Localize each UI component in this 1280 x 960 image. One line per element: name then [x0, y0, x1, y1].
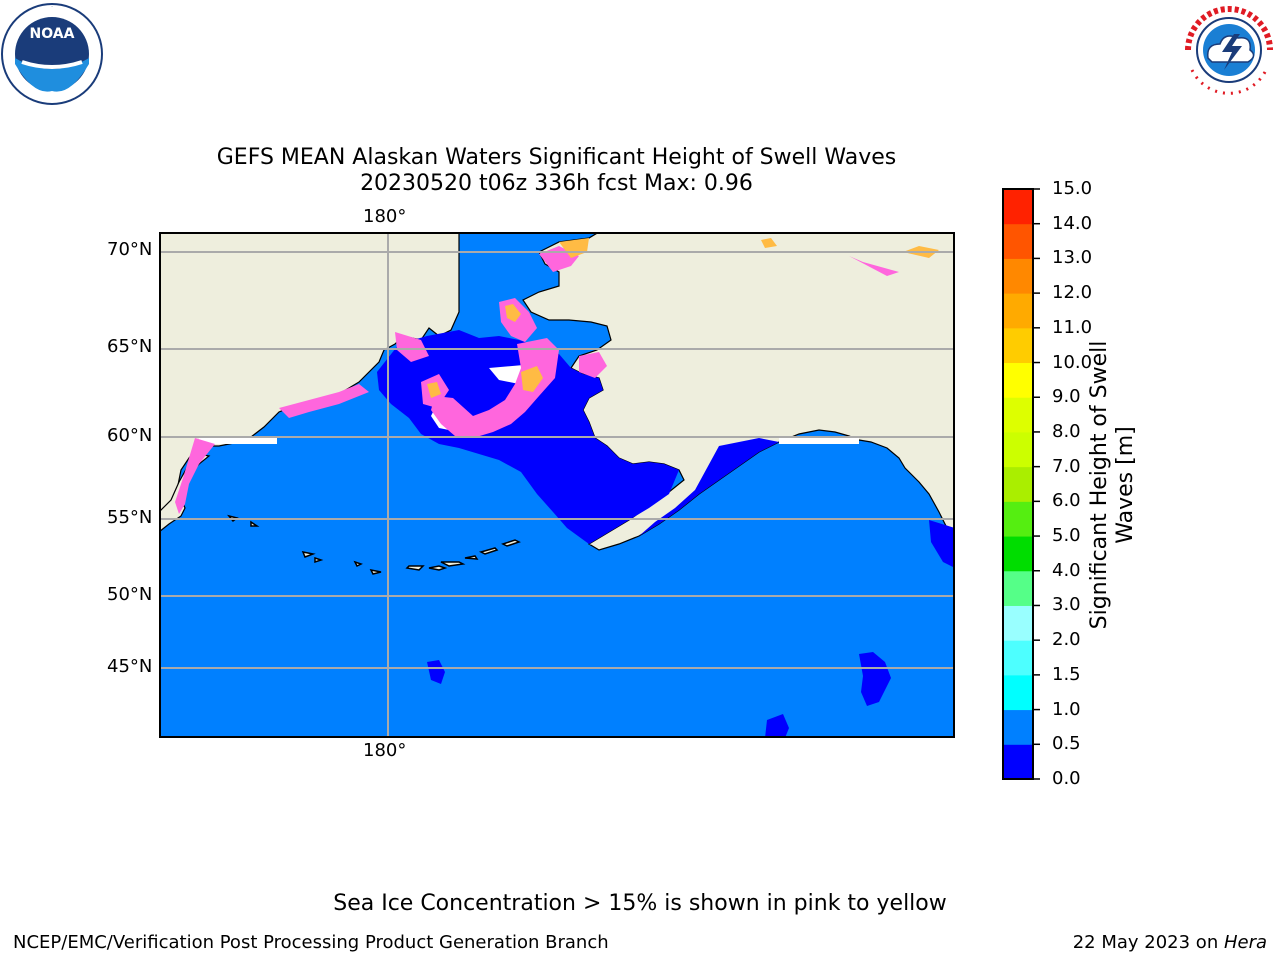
map-panel: [159, 232, 955, 738]
colorbar-tick-label: 11.0: [1052, 316, 1093, 338]
lat-label: 55°N: [107, 507, 153, 528]
north-pacific-patch-2: [427, 660, 445, 684]
colorbar-tick-label: 6.0: [1052, 490, 1081, 512]
lat-label: 50°N: [107, 584, 153, 605]
colorbar-tick-label: 13.0: [1052, 247, 1093, 269]
colorbar-tick-label: 4.0: [1052, 559, 1081, 581]
colorbar-tick-label: 1.5: [1052, 663, 1081, 685]
colorbar-tick-label: 10.0: [1052, 351, 1093, 373]
colorbar-tick-label: 9.0: [1052, 386, 1081, 408]
north-pacific-patch-3: [765, 714, 789, 737]
lat-label: 65°N: [107, 336, 153, 357]
colorbar-tick-label: 14.0: [1052, 212, 1093, 234]
chart-subtitle: 20230520 t06z 336h fcst Max: 0.96: [360, 171, 753, 196]
nws-logo: [1182, 3, 1276, 97]
colorbar-segment: [1004, 223, 1032, 259]
land-kamchatka: [160, 453, 211, 532]
se-alaska-low-swell: [929, 520, 954, 568]
colorbar-segment: [1004, 536, 1032, 572]
colorbar-tick-label: 3.0: [1052, 594, 1081, 616]
north-pacific-patch-1: [859, 652, 891, 706]
map-frame: [159, 232, 955, 738]
colorbar-segment: [1004, 709, 1032, 745]
colorbar-segment: [1004, 397, 1032, 433]
chart-title: GEFS MEAN Alaskan Waters Significant Hei…: [216, 145, 897, 170]
colorbar-segment: [1004, 431, 1032, 468]
lat-label: 45°N: [107, 656, 153, 677]
gulf-low-swell: [639, 438, 779, 536]
colorbar-tick-label: 5.0: [1052, 525, 1081, 547]
colorbar-segment: [1004, 293, 1032, 329]
colorbar-tick-label: 2.0: [1052, 629, 1081, 651]
colorbar-tick-label: 1.0: [1052, 698, 1081, 720]
footer-date: 22 May 2023 on Hera: [1073, 932, 1267, 953]
noaa-logo-text: NOAA: [30, 26, 75, 42]
footer-date-text: 22 May 2023 on: [1072, 932, 1224, 953]
colorbar-segment: [1004, 258, 1032, 294]
colorbar-segment: [1004, 362, 1032, 398]
lon-label-bottom: 180°: [363, 740, 407, 761]
colorbar-frame: [1002, 188, 1034, 780]
footer-credit: NCEP/EMC/Verification Post Processing Pr…: [13, 932, 609, 953]
colorbar-segment: [1004, 570, 1032, 606]
sea-ice-note: Sea Ice Concentration > 15% is shown in …: [333, 891, 947, 916]
colorbar-segment: [1004, 674, 1032, 711]
colorbar-segment: [1004, 501, 1032, 537]
colorbar-segment: [1004, 466, 1032, 502]
colorbar-tick-label: 7.0: [1052, 455, 1081, 477]
colorbar-segment: [1004, 189, 1032, 225]
colorbar-segment: [1004, 327, 1032, 364]
colorbar-tick-label: 12.0: [1052, 282, 1093, 304]
lon-label-top: 180°: [363, 206, 407, 227]
colorbar-tick-label: 15.0: [1052, 178, 1093, 199]
colorbar-tick-label: 8.0: [1052, 420, 1081, 442]
lat-label: 70°N: [107, 239, 153, 260]
colorbar-label: Significant Height of Swell Waves [m]: [1087, 340, 1138, 630]
colorbar-segment: [1004, 744, 1032, 780]
colorbar-tick-label: 0.0: [1052, 768, 1081, 789]
colorbar-segment: [1004, 605, 1032, 641]
footer-machine: Hera: [1223, 932, 1267, 953]
colorbar-segment: [1004, 640, 1032, 676]
graticule: [160, 233, 954, 737]
noaa-logo: NOAA ·: [1, 3, 103, 105]
noaa-logo-ring: ·: [51, 4, 53, 10]
lat-label: 60°N: [107, 425, 153, 446]
colorbar: [1002, 188, 1040, 780]
land-alaska: [522, 233, 954, 551]
colorbar-tick-label: 0.5: [1052, 733, 1081, 755]
